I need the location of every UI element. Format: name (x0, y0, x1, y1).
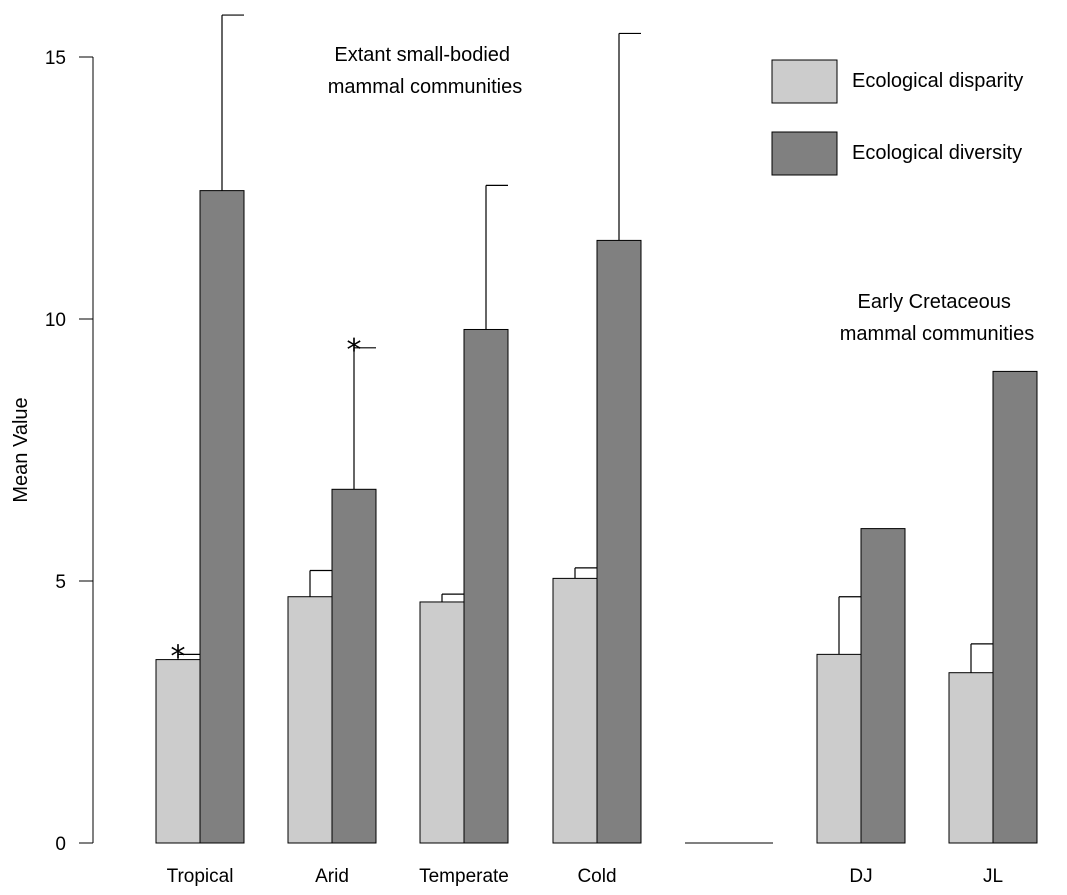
bar-jl-disparity (948, 672, 994, 844)
y-tick-label-10: 10 (45, 310, 66, 331)
bar-arid-disparity (287, 596, 333, 844)
x-tick-label-arid: Arid (315, 866, 349, 887)
x-tick-label-dj: DJ (849, 866, 872, 887)
bars (155, 190, 1038, 844)
bar-temperate-diversity (463, 328, 509, 844)
legend-swatch-diversity (771, 131, 838, 176)
y-axis: 0 5 10 15 (45, 48, 94, 855)
significance-markers: ** (171, 333, 362, 675)
y-axis-label: Mean Value (10, 397, 32, 502)
bar-jl-diversity (992, 370, 1038, 844)
x-axis-tick-labels: Tropical Arid Temperate Cold DJ JL (167, 866, 1003, 887)
annotation-cretaceous-line-2: mammal communities (840, 323, 1034, 345)
y-tick-label-5: 5 (55, 572, 66, 593)
y-tick-label-0: 0 (55, 834, 66, 855)
significance-marker-tropical: * (171, 639, 186, 674)
bar-temperate-disparity (419, 601, 465, 844)
x-tick-label-tropical: Tropical (167, 866, 234, 887)
bar-cold-diversity (596, 239, 642, 844)
bar-tropical-diversity (199, 190, 245, 844)
x-tick-label-cold: Cold (577, 866, 616, 887)
annotation-extant-line-2: mammal communities (328, 76, 522, 98)
legend: Ecological disparity Ecological diversit… (771, 59, 1023, 176)
x-tick-label-temperate: Temperate (419, 866, 509, 887)
y-tick-label-15: 15 (45, 48, 66, 69)
error-bars (177, 14, 993, 673)
annotation-extant: Extant small-bodied mammal communities (328, 44, 522, 98)
legend-label-disparity: Ecological disparity (852, 70, 1023, 92)
x-tick-label-jl: JL (983, 866, 1003, 887)
legend-label-diversity: Ecological diversity (852, 142, 1022, 164)
significance-marker-arid: * (347, 333, 362, 368)
bar-dj-disparity (816, 653, 862, 844)
bar-arid-diversity (331, 488, 377, 844)
annotation-cretaceous: Early Cretaceous mammal communities (840, 291, 1034, 345)
annotation-extant-line-1: Extant small-bodied (334, 44, 510, 66)
legend-swatch-disparity (771, 59, 838, 104)
annotation-cretaceous-line-1: Early Cretaceous (858, 291, 1011, 313)
bar-cold-disparity (552, 577, 598, 844)
bar-tropical-disparity (155, 659, 201, 844)
bar-dj-diversity (860, 528, 906, 844)
